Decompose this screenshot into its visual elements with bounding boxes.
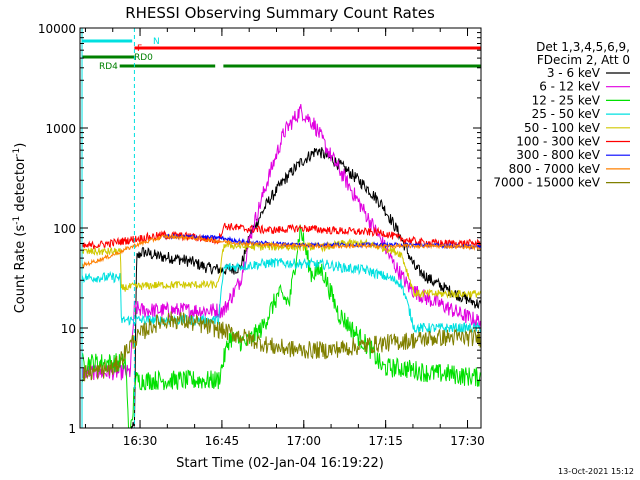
series-group: [81, 104, 482, 430]
legend-entry-label: 12 - 25 keV: [532, 93, 601, 107]
legend-header: Det 1,3,4,5,6,9,: [536, 40, 630, 54]
series-line-1: [81, 104, 482, 381]
legend-entry-label: 100 - 300 keV: [516, 135, 600, 149]
x-tick-label: 16:45: [205, 434, 240, 448]
y-tick-label: 1: [68, 422, 76, 436]
x-tick-label: 16:30: [123, 434, 158, 448]
flag-label-rd0: RD0: [134, 53, 153, 63]
legend-entry-label: 25 - 50 keV: [532, 107, 601, 121]
x-tick-label: 17:30: [450, 434, 485, 448]
y-tick-label: 10: [61, 322, 76, 336]
legend-entry-label: 50 - 100 keV: [524, 121, 601, 135]
series-line-8: [81, 311, 482, 383]
y-tick-label: 100: [53, 222, 76, 236]
legend-header: FDecim 2, Att 0: [537, 53, 630, 67]
legend-entry-label: 800 - 7000 keV: [509, 162, 601, 176]
y-tick-label: 1000: [45, 122, 76, 136]
series-line-7: [81, 233, 482, 269]
date-stamp: 13-Oct-2021 15:12: [558, 467, 634, 476]
series-line-4: [81, 238, 482, 299]
x-tick-label: 17:00: [286, 434, 321, 448]
y-axis-label: Count Rate (s-1 detector-1): [12, 143, 28, 314]
flag-label-n: N: [153, 37, 160, 47]
x-tick-label: 17:15: [368, 434, 403, 448]
legend-entry-label: 3 - 6 keV: [547, 66, 601, 80]
series-line-3: [81, 257, 481, 334]
series-line-0: [130, 147, 482, 430]
y-tick-label: 10000: [38, 22, 76, 36]
legend-entry-label: 7000 - 15000 keV: [493, 176, 600, 190]
y-axis-ticks: 1 10 100 1000 10000: [38, 22, 481, 436]
chart-title: RHESSI Observing Summary Count Rates: [125, 4, 435, 22]
flag-label-rd4: RD4: [99, 62, 118, 72]
legend-entry-label: 6 - 12 keV: [539, 80, 601, 94]
series-line-2: [81, 224, 482, 429]
legend-entry-label: 300 - 800 keV: [516, 148, 600, 162]
x-axis-label: Start Time (02-Jan-04 16:19:22): [176, 456, 384, 471]
flag-label-f: F: [137, 44, 142, 54]
legend: Det 1,3,4,5,6,9,FDecim 2, Att 03 - 6 keV…: [493, 40, 630, 190]
x-axis-ticks: 16:30 16:45 17:00 17:15 17:30: [84, 28, 485, 448]
